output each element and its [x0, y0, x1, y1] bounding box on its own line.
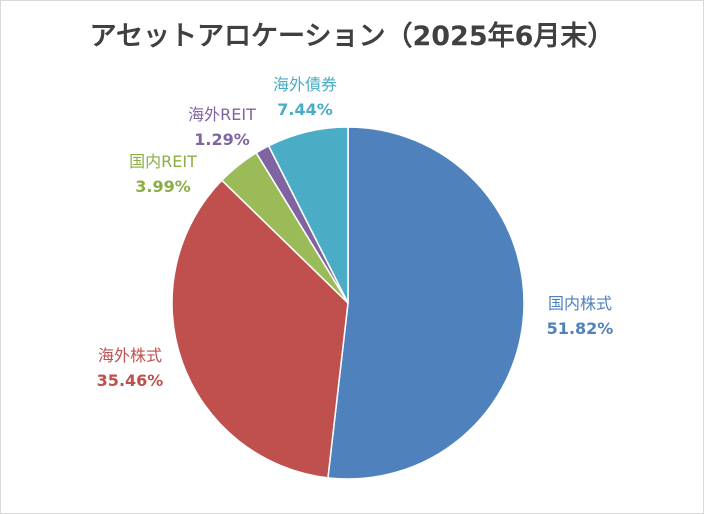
slice-label-1: 海外株式: [98, 346, 162, 365]
slice-label-4: 海外債券: [273, 75, 337, 94]
slice-label-3: 海外REIT: [188, 105, 256, 124]
slice-value-label-2: 3.99%: [135, 177, 191, 196]
slice-value-label-4: 7.44%: [277, 100, 333, 119]
slice-value-label-3: 1.29%: [194, 130, 250, 149]
slice-value-label-0: 51.82%: [547, 319, 614, 338]
slice-value-label-1: 35.46%: [97, 371, 164, 390]
chart-title: アセットアロケーション（2025年6月末）: [89, 21, 615, 52]
pie-slice-4: [267, 126, 349, 304]
slice-label-0: 国内株式: [548, 294, 612, 313]
slice-label-2: 国内REIT: [129, 152, 197, 171]
pie-slice-0: [327, 126, 525, 480]
pie-slice-1: [171, 179, 349, 479]
